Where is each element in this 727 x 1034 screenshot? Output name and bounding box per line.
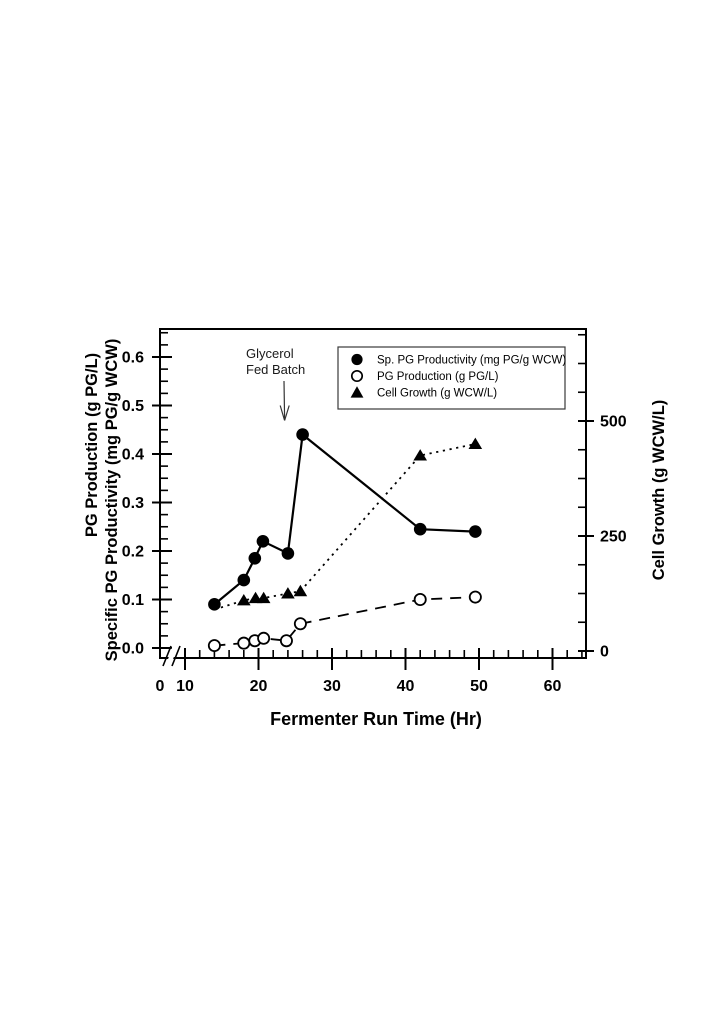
y-axis-title-right: Cell Growth (g WCW/L) [650,400,668,581]
x-tick-label: 60 [544,678,562,695]
data-point-filled-circle [296,428,309,441]
series-line-pg-production-g-pg-l [214,596,476,647]
y-left-tick-label: 0.6 [122,350,144,367]
legend-marker-filled-circle-icon [351,353,363,366]
y-axis-title-left-line2: Specific PG Productivity (mg PG/g WCW) [103,339,121,662]
data-point-open-circle [207,639,221,653]
x-tick-label: 0 [156,678,165,695]
y-left-tick-label: 0.5 [122,398,144,415]
x-tick-label: 20 [250,678,268,695]
legend-marker-open-circle-icon [350,369,364,383]
data-point-open-circle [468,590,482,604]
y-left-tick-label: 0.4 [122,447,144,464]
data-point-triangle [413,449,427,461]
annotation-text-line2: Fed Batch [246,362,305,377]
x-tick-label: 50 [470,678,488,695]
legend-label-cell-growth: Cell Growth (g WCW/L) [377,388,497,400]
x-tick-label: 40 [397,678,415,695]
y-left-tick-label: 0.3 [122,495,144,512]
data-point-triangle [256,591,271,604]
data-point-filled-circle [281,547,295,560]
data-point-filled-circle [248,551,262,565]
data-point-filled-circle [413,522,427,536]
plot-frame [159,328,587,659]
legend-marker-triangle-icon [350,386,364,398]
x-tick-label: 10 [176,678,194,695]
annotation-text-line1: Glycerol [246,346,294,361]
down-arrow-icon [279,380,290,421]
data-point-open-circle [413,593,427,607]
data-point-open-circle [293,617,307,631]
x-axis-title: Fermenter Run Time (Hr) [270,709,482,729]
y-right-tick-label: 0 [600,644,609,661]
series-line-sp-pg-productivity-mg-pg-g-wcw [213,432,476,606]
legend-label-sp-pg-productivity: Sp. PG Productivity (mg PG/g WCW) [377,355,566,367]
data-point-open-circle [237,636,251,650]
plot-area: 0 10 20 30 40 50 60 0.0 0.1 0.2 0.3 0.4 0.5 0.6 0 250 50… [122,328,627,695]
series-line-cell-growth-g-wcw-l [214,443,476,611]
x-tick-label: 30 [323,678,341,695]
y-left-tick-label: 0.1 [122,592,144,609]
legend-label-pg-production: PG Production (g PG/L) [377,371,499,383]
data-point-filled-circle [208,598,221,611]
data-point-filled-circle [237,573,251,587]
annotation-glycerol-fed-batch: Glycerol Fed Batch [246,346,305,421]
data-point-triangle [293,584,308,597]
data-point-triangle [468,437,483,449]
axis-break-slash [162,645,172,667]
data-point-open-circle [279,634,293,648]
axis-break-gap [166,645,178,665]
y-axis-title-left-line1: PG Production (g PG/L) [83,353,101,537]
legend-box [337,346,566,410]
data-point-open-circle [257,631,271,645]
axis-break-slash [171,645,181,667]
y-right-tick-label: 250 [600,529,627,546]
y-left-tick-label: 0.2 [122,544,144,561]
data-point-triangle [281,587,295,599]
y-left-tick-label: 0.0 [122,641,144,658]
data-point-filled-circle [256,535,270,548]
y-right-tick-label: 500 [600,414,627,431]
data-point-triangle [237,594,251,606]
legend: Sp. PG Productivity (mg PG/g WCW) PG Pro… [337,346,566,410]
data-point-filled-circle [469,525,482,538]
